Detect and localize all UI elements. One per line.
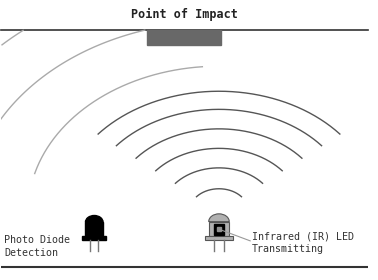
Bar [205, 236, 233, 240]
Bar [209, 222, 229, 236]
Bar [217, 227, 221, 231]
Bar [85, 222, 103, 236]
Text: Point of Impact: Point of Impact [131, 8, 238, 21]
Wedge shape [85, 216, 103, 222]
Text: Detection: Detection [5, 248, 58, 258]
Wedge shape [209, 214, 229, 222]
Text: Infrared (IR) LED: Infrared (IR) LED [252, 231, 354, 241]
Text: Transmitting: Transmitting [252, 244, 324, 254]
Text: Photo Diode: Photo Diode [5, 235, 70, 245]
Bar [82, 236, 106, 240]
Bar [147, 30, 221, 45]
Bar [214, 224, 224, 235]
